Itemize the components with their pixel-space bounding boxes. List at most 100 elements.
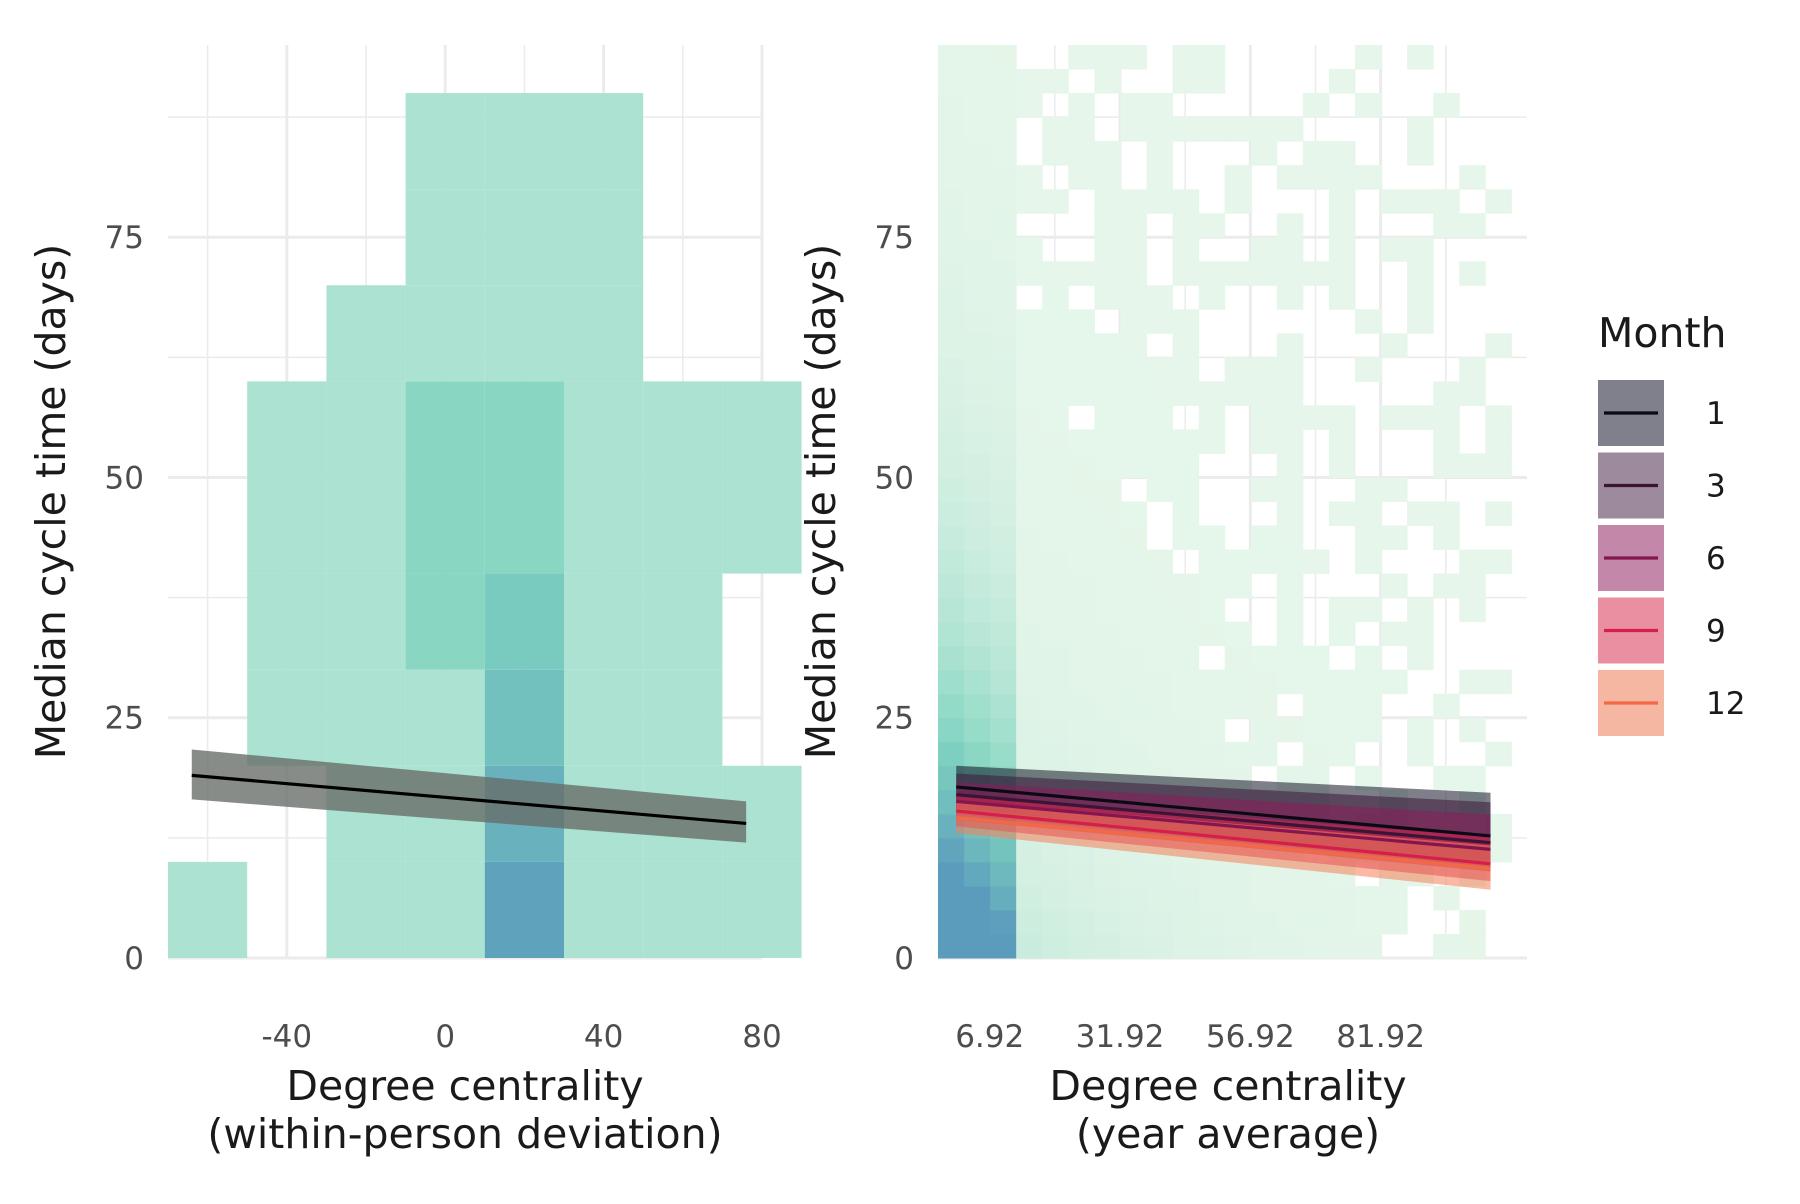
right-heat-cell [1172, 117, 1200, 142]
right-heat-cell [1276, 405, 1304, 430]
right-heat-cell [1120, 549, 1147, 575]
right-heat-cell [1381, 669, 1408, 695]
right-line-9 [956, 809, 1491, 866]
right-heat-cell [1172, 909, 1200, 935]
right-heat-cell [1198, 909, 1226, 935]
right-heat-cell [1146, 645, 1174, 671]
right-heat-cell [1328, 885, 1356, 911]
right-heat-cell [1276, 429, 1304, 454]
right-heat-cell [1224, 669, 1252, 695]
right-heat-cell [1250, 693, 1278, 719]
right-heat-cell [990, 525, 1017, 551]
right-heat-cell [1042, 141, 1069, 166]
right-heat-cell [1094, 261, 1121, 286]
right-heat-cell [1433, 885, 1460, 911]
left-x-axis-title-line1: Degree centrality [286, 1062, 643, 1110]
right-heat-cell [964, 261, 991, 286]
right-heat-cell [1354, 309, 1382, 334]
right-heat-cell [1042, 189, 1069, 214]
right-heat-cell [964, 501, 991, 527]
left-heat-cell [247, 573, 327, 670]
right-heat-cell [1094, 669, 1121, 695]
right-heat-cell [1094, 237, 1121, 262]
right-heat-cell [1407, 45, 1434, 70]
right-heat-cell [1042, 645, 1069, 671]
right-heat-cell [1016, 333, 1043, 358]
right-heat-cell [1042, 261, 1069, 286]
right-heat-cell [1328, 285, 1356, 310]
right-heat-cell [1407, 261, 1434, 286]
right-heat-cell [1302, 261, 1330, 286]
right-heat-cell [1276, 357, 1304, 382]
right-heat-cell [1276, 885, 1304, 911]
right-heat-cell [1276, 477, 1304, 502]
right-heat-cell [1302, 93, 1330, 118]
right-heat-cell [1146, 141, 1174, 166]
right-series [956, 765, 1491, 890]
right-heat-cell [1354, 717, 1382, 743]
right-heat-cell [1250, 717, 1278, 743]
right-heat-cell [938, 693, 965, 719]
right-heat-cell [1172, 693, 1200, 719]
left-heat-cell [643, 669, 723, 766]
right-heat-cell [964, 117, 991, 142]
right-heat-cell [1120, 909, 1147, 935]
right-heat-cell [1094, 549, 1121, 575]
left-heat-cell [405, 93, 485, 190]
left-heat-cell [564, 669, 644, 766]
right-heat-cell [1485, 333, 1512, 358]
right-heat-cell [1328, 237, 1356, 262]
right-heat-cell [1276, 285, 1304, 310]
right-heat-cell [1068, 885, 1095, 911]
right-heat-cell [938, 261, 965, 286]
right-x-axis-title-line1: Degree centrality [1049, 1062, 1406, 1110]
right-heat-cell [938, 573, 965, 599]
right-heat-cell [1068, 549, 1095, 575]
right-heat-cell [1094, 213, 1121, 238]
right-heat-cell [1094, 45, 1121, 70]
right-heat-cell [1433, 381, 1460, 406]
right-line-12 [956, 816, 1491, 871]
right-heat-cell [1016, 909, 1043, 935]
right-heat-cell [1328, 261, 1356, 286]
right-heat-cell [1016, 237, 1043, 262]
right-heat-cell [1068, 597, 1095, 623]
right-heat-cell [1250, 885, 1278, 911]
right-heat-cell [964, 477, 991, 502]
right-heat-cell [1042, 381, 1069, 406]
left-x-tick-label: 80 [742, 1019, 781, 1055]
right-heat-cell [1328, 693, 1356, 719]
right-heat-cell [938, 333, 965, 358]
right-heat-cell [1250, 741, 1278, 767]
right-heat-cell [1042, 621, 1069, 647]
right-heat-cell [964, 357, 991, 382]
right-heat-cell [938, 141, 965, 166]
right-heat-cell [1407, 285, 1434, 310]
right-line-1 [956, 785, 1491, 838]
left-heat-cell [326, 477, 406, 574]
right-heat-cell [1433, 501, 1460, 527]
right-heat-cell [1328, 405, 1356, 430]
right-heat-cell [1224, 357, 1252, 382]
right-heat-cell [1276, 525, 1304, 551]
right-heat-cell [1068, 117, 1095, 142]
right-heat-cell [1016, 309, 1043, 334]
right-heat-cell [1407, 501, 1434, 527]
right-heat-cell [1459, 165, 1486, 190]
right-heat-cell [1302, 669, 1330, 695]
right-y-tick-label: 75 [875, 220, 914, 256]
right-heat-cell [1433, 573, 1460, 599]
right-heat-cell [1094, 333, 1121, 358]
right-heat-cell [1433, 525, 1460, 551]
right-heat-cell [1302, 741, 1330, 767]
right-heat-cell [1250, 669, 1278, 695]
right-heat-cell [1276, 645, 1304, 671]
right-heat-cell [1433, 693, 1460, 719]
right-heat-cell [1250, 237, 1278, 262]
left-heat-cell [484, 477, 564, 574]
right-y-tick-label: 25 [875, 701, 914, 737]
right-heat-cell [990, 237, 1017, 262]
right-heat-cell [1068, 45, 1095, 70]
right-heat-cell [938, 477, 965, 502]
right-heat-cell [990, 885, 1017, 911]
